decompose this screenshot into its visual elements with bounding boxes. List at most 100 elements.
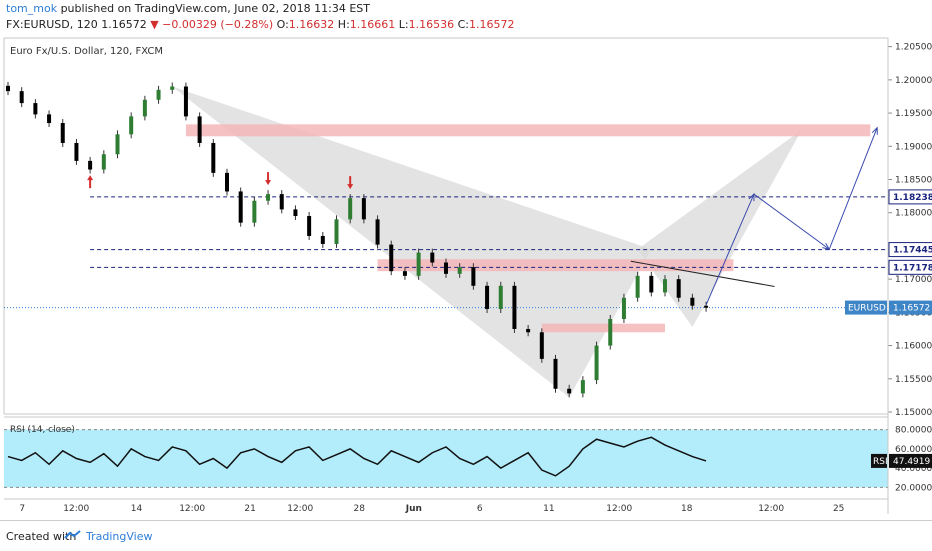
candle-body [252,200,257,223]
sell-arrow-head [265,180,272,186]
projection-arrowhead [871,126,878,135]
projection-arrowhead [822,242,831,251]
candle-body [512,285,517,329]
publish-line: tom_mok published on TradingView.com, Ju… [6,2,370,15]
candle-body [608,319,613,346]
close-value: 1.16572 [469,18,515,31]
candle-body [402,271,407,276]
rsi-symbol-label: RSI [873,457,888,467]
level-price-label: 1.17178 [893,263,932,273]
candle-body [142,99,147,117]
price-chart[interactable]: Euro Fx/U.S. Dollar, 120, FXCM 1.20500 1.2… [0,0,932,520]
candle-body [320,235,325,244]
candle-body [238,191,243,223]
candle-body [594,345,599,381]
candle-body [225,172,229,192]
level-price-tag [888,259,932,275]
candle-body [279,194,284,210]
rsi-tick-label: 80.0000 [895,426,932,436]
published-text: published on TradingView.com, June 02, 2… [60,2,370,15]
low-value: 1.16536 [408,18,455,31]
y-tick-label: 1.15500 [895,375,932,385]
candle-body [526,328,531,333]
projection-arrowhead [748,192,755,202]
candle-body [348,198,353,220]
last-price: 1.16572 [101,18,147,31]
price-change: ▼ −0.00329 (−0.28%) [150,18,274,31]
candle-body [197,116,202,143]
author-link[interactable]: tom_mok [6,2,58,15]
candle-body [183,86,188,117]
candle-body [621,297,626,320]
y-tick-label: 1.15000 [895,408,932,418]
candle-body [430,252,435,263]
y-tick-label: 1.18500 [895,175,932,185]
candle-body [19,91,24,104]
x-tick-label: 12:00 [63,504,89,514]
sell-arrow-head [347,184,354,190]
open-value: 1.16632 [288,18,335,31]
candle-body [266,194,271,201]
candle-body [334,219,339,244]
y-tick-label: 1.19500 [895,109,932,119]
x-tick-label: Jun [405,504,422,514]
candle-body [663,279,667,293]
candle-body [101,154,106,170]
candle-body [704,305,709,308]
candle-body [690,297,695,306]
level-price-label: 1.17445 [893,246,932,256]
x-tick-label: 6 [477,504,483,514]
tradingview-brand-link[interactable]: TradingView [86,530,153,543]
x-tick-label: 12:00 [287,504,313,514]
candle-body [457,267,462,274]
low-label: L: [398,18,409,31]
footer: Created with TradingView [0,520,932,551]
candle-body [498,285,503,310]
buy-arrow-head [87,175,94,181]
candle-body [129,116,134,135]
candle-body [156,89,161,100]
chart-title: Euro Fx/U.S. Dollar, 120, FXCM [10,46,163,57]
rsi-symbol-tag [871,453,887,468]
close-label: C: [457,18,470,31]
chart-header: tom_mok published on TradingView.com, Ju… [0,0,932,36]
level-price-tag [888,189,932,205]
x-tick-label: 18 [681,504,693,514]
y-tick-label: 1.17000 [895,275,932,285]
rsi-line [7,436,707,477]
rsi-band [4,429,888,488]
candle-body [307,216,312,236]
x-tick-label: 25 [833,504,844,514]
supply-demand-zone [541,323,665,333]
candle-body [74,142,79,161]
y-tick-label: 1.20000 [895,76,932,86]
current-price-label: 1.16572 [893,304,930,314]
symbol-tag [845,300,887,315]
candle-body [389,244,394,272]
rsi-value-label: 47.4919 [893,457,930,467]
candle-body [60,123,65,143]
supply-demand-zone [185,124,871,137]
rsi-value-tag [889,453,932,468]
candle-body [676,279,681,298]
trend-line [630,260,775,287]
symbol-label: FX:EURUSD, 120 [6,18,98,31]
candle-body [170,86,175,90]
candle-body [471,267,476,286]
candle-body [88,160,93,170]
x-tick-label: 28 [354,504,366,514]
created-with-text: Created with [6,530,77,543]
high-value: 1.16661 [349,18,396,31]
candle-body [444,262,448,274]
candle-body [539,332,544,359]
level-price-tag [888,242,932,258]
candle-body [47,114,52,124]
supply-demand-zone [377,259,734,272]
y-tick-label: 1.16000 [895,342,932,352]
rsi-tick-label: 20.0000 [895,483,932,493]
candle-body [375,219,380,245]
candle-body [580,380,585,394]
rsi-tick-label: 60.0000 [895,445,932,455]
candle-body [635,275,640,298]
tradingview-logo-icon [64,530,81,539]
